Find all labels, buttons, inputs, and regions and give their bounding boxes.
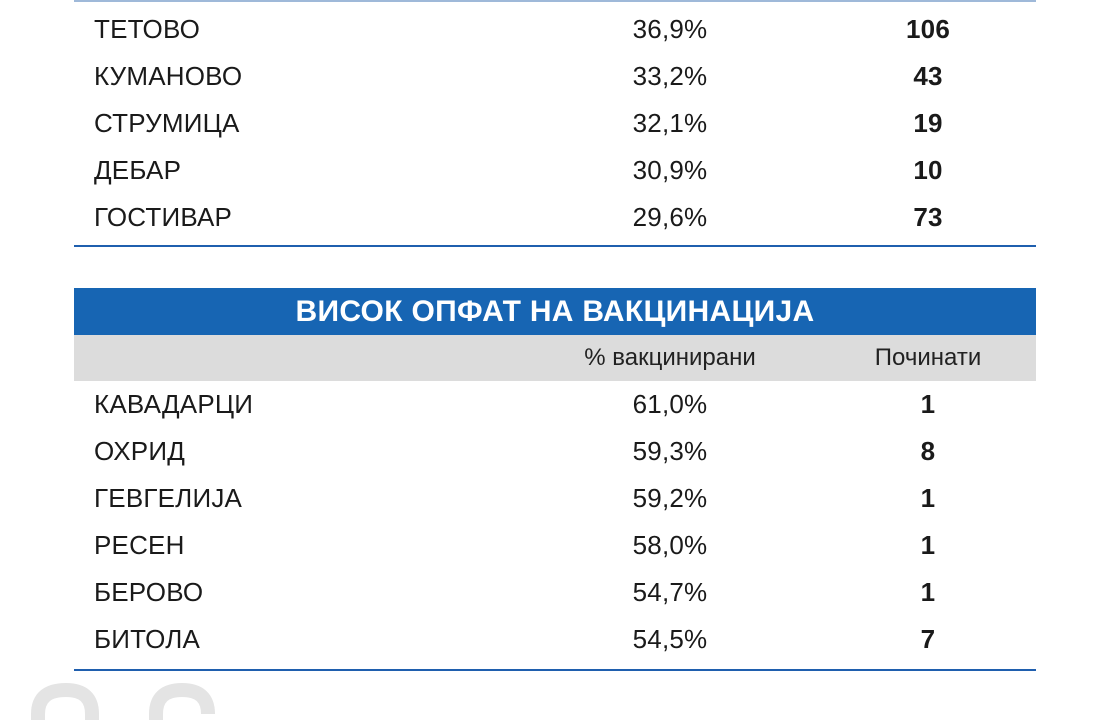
municipality-name: ГОСТИВАР [94, 202, 233, 232]
municipality-name: БЕРОВО [94, 577, 204, 607]
vaccinated-percent: 54,7% [632, 577, 708, 607]
municipality-name: РЕСЕН [94, 530, 185, 560]
vaccinated-percent: 33,2% [632, 61, 708, 91]
vaccinated-percent: 59,2% [632, 483, 708, 513]
watermark-logo-icon [31, 682, 215, 720]
deaths-count: 1 [920, 483, 936, 513]
municipality-name: СТРУМИЦА [94, 108, 240, 138]
municipality-name: БИТОЛА [94, 624, 200, 654]
vaccinated-percent: 54,5% [632, 624, 708, 654]
low-coverage-table: ТЕТОВО 36,9% 106 КУМАНОВО 33,2% 43 СТРУМ… [74, 0, 1036, 247]
deaths-count: 7 [920, 624, 936, 654]
table-top-rule [74, 0, 1036, 2]
table-row: ГОСТИВАР 29,6% 73 [74, 194, 1036, 241]
municipality-name: ТЕТОВО [94, 14, 201, 44]
municipality-name: КУМАНОВО [94, 61, 243, 91]
table-row: СТРУМИЦА 32,1% 19 [74, 100, 1036, 147]
column-header-percent: % вакцинирани [584, 344, 756, 371]
table-bottom-rule [74, 245, 1036, 247]
table-row: ДЕБАР 30,9% 10 [74, 147, 1036, 194]
table-row: КАВАДАРЦИ 61,0% 1 [74, 381, 1036, 428]
column-header-row: % вакцинирани Починати [74, 335, 1036, 381]
municipality-name: ГЕВГЕЛИЈА [94, 483, 243, 513]
municipality-name: ДЕБАР [94, 155, 182, 185]
high-coverage-table: ВИСОК ОПФАТ НА ВАКЦИНАЦИЈА % вакцинирани… [74, 288, 1036, 671]
vaccinated-percent: 59,3% [632, 436, 708, 466]
table-row: ОХРИД 59,3% 8 [74, 428, 1036, 475]
deaths-count: 43 [913, 61, 943, 91]
deaths-count: 73 [913, 202, 943, 232]
table-row: ГЕВГЕЛИЈА 59,2% 1 [74, 475, 1036, 522]
vaccinated-percent: 36,9% [632, 14, 708, 44]
deaths-count: 106 [906, 14, 950, 44]
table-row: ТЕТОВО 36,9% 106 [74, 6, 1036, 53]
vaccinated-percent: 61,0% [632, 389, 708, 419]
deaths-count: 1 [920, 389, 936, 419]
deaths-count: 19 [913, 108, 943, 138]
vaccinated-percent: 29,6% [632, 202, 708, 232]
deaths-count: 8 [920, 436, 936, 466]
column-header-deaths: Починати [874, 344, 982, 371]
deaths-count: 1 [920, 577, 936, 607]
vaccinated-percent: 30,9% [632, 155, 708, 185]
table-row: БЕРОВО 54,7% 1 [74, 569, 1036, 616]
table-row: КУМАНОВО 33,2% 43 [74, 53, 1036, 100]
deaths-count: 10 [913, 155, 943, 185]
vaccinated-percent: 32,1% [632, 108, 708, 138]
deaths-count: 1 [920, 530, 936, 560]
table-bottom-rule [74, 669, 1036, 671]
table-row: РЕСЕН 58,0% 1 [74, 522, 1036, 569]
municipality-name: ОХРИД [94, 436, 186, 466]
vaccinated-percent: 58,0% [632, 530, 708, 560]
municipality-name: КАВАДАРЦИ [94, 389, 254, 419]
table-row: БИТОЛА 54,5% 7 [74, 616, 1036, 663]
table-title: ВИСОК ОПФАТ НА ВАКЦИНАЦИЈА [74, 288, 1036, 335]
